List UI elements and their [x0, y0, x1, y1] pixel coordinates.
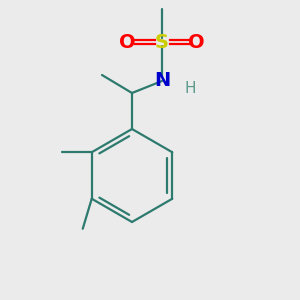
Text: S: S: [155, 32, 169, 52]
Text: N: N: [154, 71, 170, 91]
Text: H: H: [184, 81, 196, 96]
Text: O: O: [119, 32, 136, 52]
Text: O: O: [188, 32, 205, 52]
